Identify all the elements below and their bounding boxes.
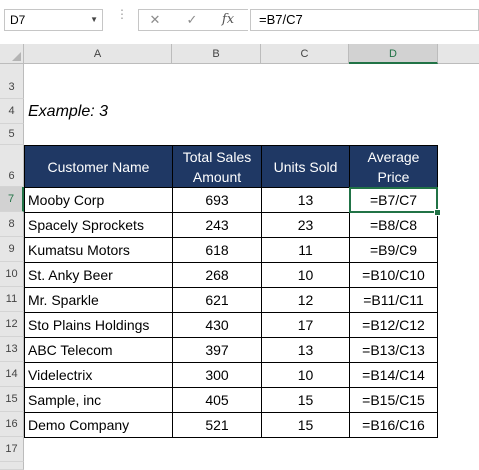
cell-units-sold[interactable]: 10 (261, 262, 350, 288)
formula-input[interactable]: =B7/C7 (250, 9, 479, 31)
column-header-b[interactable]: B (172, 44, 261, 64)
cell-average-price[interactable]: =B12/C12 (349, 312, 438, 338)
column-header-e[interactable] (438, 44, 479, 64)
cell-units-sold[interactable]: 13 (261, 187, 350, 213)
cell-customer-name[interactable]: ABC Telecom (24, 337, 173, 363)
cell-total-sales[interactable]: 621 (172, 287, 262, 313)
cancel-icon[interactable]: ✕ (149, 12, 161, 27)
row-header[interactable] (0, 462, 24, 470)
select-all-button[interactable] (0, 44, 24, 64)
cell-customer-name[interactable]: Mooby Corp (24, 187, 173, 213)
cell-customer-name[interactable]: Sample, inc (24, 387, 173, 413)
cell-total-sales[interactable]: 300 (172, 362, 262, 388)
column-header-c[interactable]: C (261, 44, 349, 64)
row-header[interactable]: 14 (0, 362, 24, 387)
row-header[interactable]: 5 (0, 124, 24, 145)
example-title: Example: 3 (28, 103, 109, 120)
name-box-value: D7 (10, 13, 26, 27)
cell-customer-name[interactable]: Spacely Sprockets (24, 212, 173, 238)
cell-units-sold[interactable]: 11 (261, 237, 350, 263)
formula-buttons-group (138, 9, 248, 31)
cell-units-sold[interactable]: 10 (261, 362, 350, 388)
cell-customer-name[interactable]: St. Anky Beer (24, 262, 173, 288)
cell-average-price[interactable]: =B10/C10 (349, 262, 438, 288)
cell-total-sales[interactable]: 521 (172, 412, 262, 438)
cell-customer-name[interactable]: Kumatsu Motors (24, 237, 173, 263)
row-header[interactable]: 11 (0, 287, 24, 312)
cell-units-sold[interactable]: 15 (261, 387, 350, 413)
insert-function-icon[interactable]: fx (221, 12, 235, 27)
name-box[interactable]: D7 ▼ (4, 9, 103, 31)
row-header[interactable]: 7 (0, 187, 24, 212)
cell-average-price[interactable]: =B13/C13 (349, 337, 438, 363)
chevron-down-icon[interactable]: ▼ (90, 15, 98, 24)
cell-units-sold[interactable]: 23 (261, 212, 350, 238)
row-header[interactable]: 4 (0, 99, 24, 124)
more-options-icon[interactable]: ⋮ (116, 7, 128, 21)
row-header[interactable]: 3 (0, 64, 24, 99)
cell-average-price[interactable]: =B15/C15 (349, 387, 438, 413)
cell-average-price[interactable]: =B11/C11 (349, 287, 438, 313)
row-header[interactable]: 9 (0, 237, 24, 262)
cell-total-sales[interactable]: 618 (172, 237, 262, 263)
cell-total-sales[interactable]: 243 (172, 212, 262, 238)
column-header-a[interactable]: A (24, 44, 172, 64)
row-header[interactable]: 16 (0, 412, 24, 437)
row-header[interactable]: 6 (0, 145, 24, 187)
header-total-sales[interactable]: Total Sales Amount (172, 145, 262, 188)
cell-total-sales[interactable]: 430 (172, 312, 262, 338)
cell-average-price[interactable]: =B8/C8 (349, 212, 438, 238)
header-average-price[interactable]: Average Price (349, 145, 438, 188)
cell-customer-name[interactable]: Mr. Sparkle (24, 287, 173, 313)
cell-total-sales[interactable]: 693 (172, 187, 262, 213)
enter-icon[interactable]: ✓ (186, 12, 198, 27)
formula-bar: D7 ▼ ⋮ ✕ ✓ fx =B7/C7 (0, 0, 479, 44)
cell-customer-name[interactable]: Demo Company (24, 412, 173, 438)
cell-units-sold[interactable]: 13 (261, 337, 350, 363)
cell-units-sold[interactable]: 12 (261, 287, 350, 313)
cell-average-price[interactable]: =B9/C9 (349, 237, 438, 263)
cell-units-sold[interactable]: 15 (261, 412, 350, 438)
row-header[interactable]: 10 (0, 262, 24, 287)
cell-average-price[interactable]: =B14/C14 (349, 362, 438, 388)
row-header[interactable]: 12 (0, 312, 24, 337)
cell-total-sales[interactable]: 397 (172, 337, 262, 363)
row-header[interactable]: 8 (0, 212, 24, 237)
cell-customer-name[interactable]: Videlectrix (24, 362, 173, 388)
cell-average-price[interactable]: =B16/C16 (349, 412, 438, 438)
cell-customer-name[interactable]: Sto Plains Holdings (24, 312, 173, 338)
row-header[interactable]: 13 (0, 337, 24, 362)
column-header-d[interactable]: D (349, 44, 438, 64)
fill-handle[interactable] (434, 209, 441, 216)
cell-total-sales[interactable]: 268 (172, 262, 262, 288)
header-customer-name[interactable]: Customer Name (24, 145, 173, 188)
row-header[interactable]: 15 (0, 387, 24, 412)
header-units-sold[interactable]: Units Sold (261, 145, 350, 188)
row-header[interactable]: 17 (0, 437, 24, 462)
cell-total-sales[interactable]: 405 (172, 387, 262, 413)
cell-units-sold[interactable]: 17 (261, 312, 350, 338)
cell-average-price[interactable]: =B7/C7 (349, 187, 438, 213)
